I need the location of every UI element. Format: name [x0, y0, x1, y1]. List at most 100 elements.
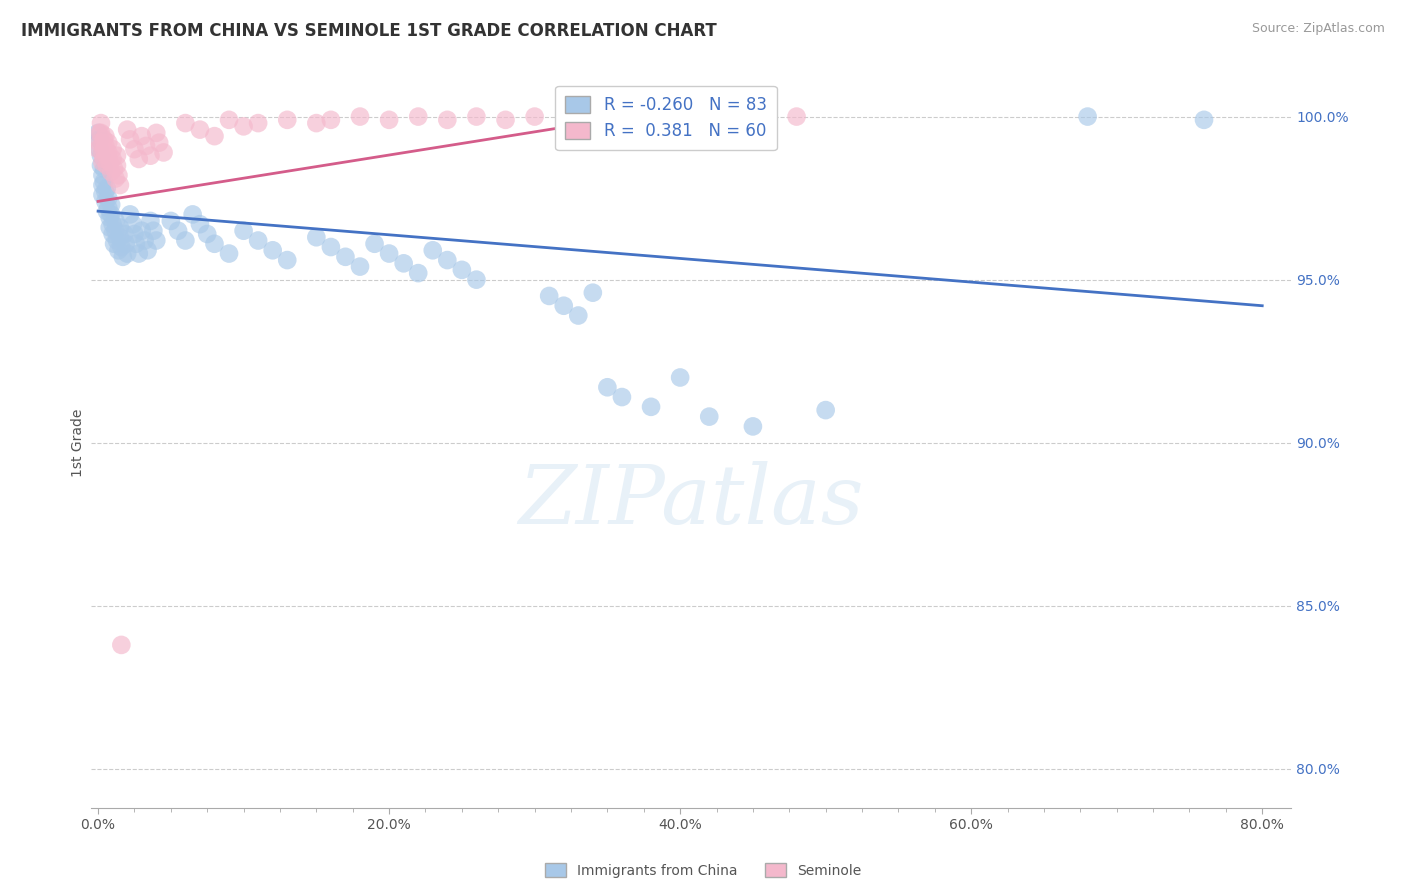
Point	[97, 201, 120, 215]
Point	[104, 214, 127, 228]
Point	[105, 234, 128, 248]
Point	[134, 234, 156, 248]
Point	[495, 112, 517, 127]
Point	[120, 207, 142, 221]
Point	[276, 112, 298, 127]
Point	[135, 139, 157, 153]
Point	[89, 126, 111, 140]
Point	[145, 126, 167, 140]
Point	[195, 227, 218, 241]
Point	[98, 220, 121, 235]
Point	[145, 234, 167, 248]
Point	[101, 227, 124, 241]
Point	[101, 152, 124, 166]
Point	[93, 132, 115, 146]
Point	[115, 122, 138, 136]
Point	[90, 116, 112, 130]
Point	[247, 234, 270, 248]
Point	[94, 139, 117, 153]
Point	[406, 266, 429, 280]
Point	[93, 161, 115, 176]
Point	[93, 142, 115, 156]
Point	[422, 244, 444, 258]
Point	[108, 230, 131, 244]
Point	[100, 165, 122, 179]
Point	[131, 224, 153, 238]
Point	[131, 129, 153, 144]
Point	[139, 214, 162, 228]
Point	[406, 110, 429, 124]
Point	[97, 136, 120, 150]
Point	[319, 240, 342, 254]
Point	[105, 159, 128, 173]
Point	[523, 110, 546, 124]
Point	[786, 110, 808, 124]
Point	[174, 116, 197, 130]
Point	[94, 194, 117, 209]
Point	[100, 207, 122, 221]
Point	[378, 246, 401, 260]
Point	[108, 178, 131, 192]
Point	[610, 390, 633, 404]
Point	[94, 129, 117, 144]
Point	[96, 204, 118, 219]
Point	[125, 236, 148, 251]
Point	[115, 246, 138, 260]
Legend: Immigrants from China, Seminole: Immigrants from China, Seminole	[540, 857, 866, 883]
Point	[262, 244, 284, 258]
Point	[98, 155, 121, 169]
Point	[91, 145, 114, 160]
Point	[436, 112, 458, 127]
Point	[87, 126, 110, 140]
Point	[152, 145, 174, 160]
Point	[105, 149, 128, 163]
Point	[188, 122, 211, 136]
Point	[349, 260, 371, 274]
Point	[626, 110, 648, 124]
Point	[87, 142, 110, 156]
Point	[669, 370, 692, 384]
Point	[610, 110, 633, 124]
Point	[108, 220, 131, 235]
Point	[1077, 110, 1099, 124]
Point	[97, 145, 120, 160]
Point	[167, 224, 190, 238]
Point	[91, 136, 114, 150]
Text: ZIPatlas: ZIPatlas	[519, 461, 863, 541]
Point	[465, 273, 488, 287]
Point	[94, 185, 117, 199]
Point	[101, 142, 124, 156]
Point	[640, 110, 662, 124]
Point	[90, 149, 112, 163]
Point	[349, 110, 371, 124]
Legend: R = -0.260   N = 83, R =  0.381   N = 60: R = -0.260 N = 83, R = 0.381 N = 60	[555, 86, 776, 151]
Point	[204, 129, 226, 144]
Point	[124, 142, 146, 156]
Y-axis label: 1st Grade: 1st Grade	[72, 409, 86, 477]
Point	[741, 419, 763, 434]
Point	[181, 207, 204, 221]
Point	[128, 152, 150, 166]
Point	[104, 224, 127, 238]
Point	[90, 159, 112, 173]
Point	[276, 253, 298, 268]
Point	[640, 400, 662, 414]
Point	[114, 236, 136, 251]
Point	[218, 112, 240, 127]
Point	[89, 132, 111, 146]
Point	[247, 116, 270, 130]
Point	[112, 227, 135, 241]
Point	[139, 149, 162, 163]
Point	[553, 299, 575, 313]
Point	[218, 246, 240, 260]
Point	[582, 285, 605, 300]
Point	[96, 149, 118, 163]
Point	[160, 214, 183, 228]
Point	[91, 169, 114, 183]
Text: IMMIGRANTS FROM CHINA VS SEMINOLE 1ST GRADE CORRELATION CHART: IMMIGRANTS FROM CHINA VS SEMINOLE 1ST GR…	[21, 22, 717, 40]
Point	[124, 227, 146, 241]
Point	[697, 409, 720, 424]
Point	[319, 112, 342, 127]
Point	[142, 224, 165, 238]
Point	[122, 217, 145, 231]
